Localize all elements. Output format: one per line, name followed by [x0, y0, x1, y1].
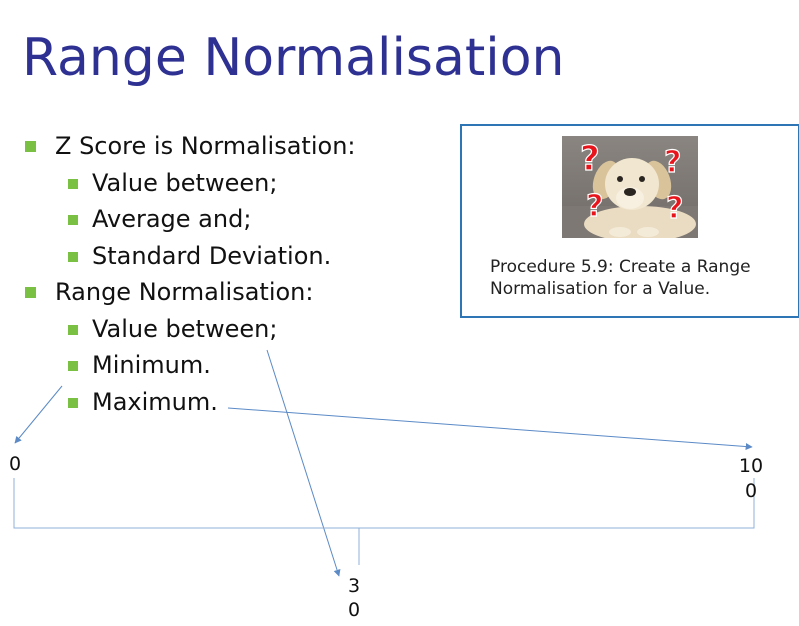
bullet-text: Maximum.: [92, 388, 218, 416]
value-label: 3 0: [347, 575, 361, 621]
max-label: 10 0: [738, 455, 764, 502]
bullet-text: Standard Deviation.: [92, 242, 332, 270]
arrow-minimum-to-zero: [14, 385, 63, 444]
puzzled-dog-icon: ? ? ? ?: [562, 136, 698, 238]
arrow-value-to-thirty: [266, 349, 341, 577]
bullet-text: Range Normalisation:: [55, 278, 314, 306]
bullet-marker-icon: [68, 215, 78, 225]
bullet-marker-icon: [68, 398, 78, 408]
svg-text:?: ?: [666, 191, 683, 226]
bullet-text: Z Score is Normalisation:: [55, 132, 356, 160]
range-bracket: [13, 478, 755, 529]
bullet-text: Value between;: [92, 169, 278, 197]
bullet-marker-icon: [25, 141, 36, 152]
svg-text:?: ?: [580, 139, 600, 179]
arrow-maximum-to-hundred: [227, 407, 753, 451]
bullet-text: Minimum.: [92, 351, 211, 379]
bullet-marker-icon: [68, 252, 78, 262]
svg-text:?: ?: [586, 189, 603, 224]
bullet-marker-icon: [68, 361, 78, 371]
bullet-value-between-2: Value between;: [68, 315, 278, 343]
bullet-average: Average and;: [68, 205, 252, 233]
bullet-z-score: Z Score is Normalisation:: [25, 132, 356, 160]
bullet-marker-icon: [68, 179, 78, 189]
bullet-minimum: Minimum.: [68, 351, 211, 379]
bullet-maximum: Maximum.: [68, 388, 218, 416]
procedure-callout: ? ? ? ? Procedure 5.9: Create a Range No…: [460, 124, 799, 318]
bullet-standard-deviation: Standard Deviation.: [68, 242, 332, 270]
bullet-text: Average and;: [92, 205, 252, 233]
bullet-marker-icon: [68, 325, 78, 335]
bullet-range-normalisation: Range Normalisation:: [25, 278, 314, 306]
bullet-text: Value between;: [92, 315, 278, 343]
bullet-value-between-1: Value between;: [68, 169, 278, 197]
page-title: Range Normalisation: [22, 28, 565, 88]
svg-text:?: ?: [664, 145, 681, 180]
procedure-text: Procedure 5.9: Create a Range Normalisat…: [490, 257, 751, 299]
min-label: 0: [8, 453, 22, 475]
bullet-list: Z Score is Normalisation: Value between;…: [0, 0, 460, 430]
bullet-marker-icon: [25, 287, 36, 298]
